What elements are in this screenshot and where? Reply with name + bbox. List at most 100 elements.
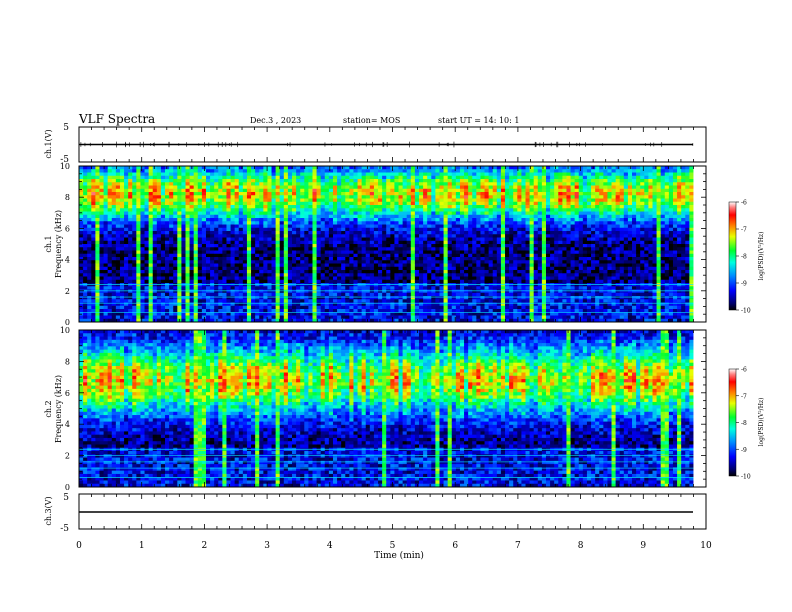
spectrogram-cell: [423, 276, 428, 281]
spectrogram-cell: [337, 257, 342, 261]
spectrogram-cell: [275, 279, 281, 284]
spectrogram-cell: [451, 296, 457, 300]
spectrogram-cell: [402, 240, 408, 245]
spectrogram-cell: [193, 211, 199, 216]
spectrogram-cell: [345, 205, 350, 209]
spectrogram-cell: [165, 218, 170, 222]
spectrogram-cell: [423, 231, 428, 235]
spectrogram-cell: [435, 195, 440, 199]
spectrogram-cell: [218, 318, 223, 323]
spectrogram-cell: [185, 175, 191, 180]
spectrogram-cell: [427, 175, 432, 180]
spectrogram-cell: [189, 263, 195, 268]
spectrogram-cell: [353, 234, 358, 238]
spectrogram-cell: [365, 195, 371, 199]
spectrogram-cell: [140, 253, 145, 258]
spectrogram-cell: [181, 312, 186, 316]
spectrogram-cell: [365, 257, 371, 261]
spectrogram-cell: [132, 244, 137, 248]
spectrogram-cell: [111, 185, 117, 190]
spectrogram-cell: [369, 257, 375, 261]
spectrogram-cell: [111, 182, 117, 186]
spectrogram-cell: [468, 247, 473, 251]
spectrogram-cell: [447, 260, 453, 264]
spectrogram-cell: [283, 302, 289, 307]
spectrogram-cell: [238, 175, 244, 180]
spectrogram-cell: [378, 276, 383, 281]
spectrogram-cell: [488, 195, 494, 199]
spectrogram-cell: [87, 231, 92, 235]
spectrogram-cell: [275, 201, 281, 206]
spectrogram-cell: [205, 276, 211, 281]
spectrogram-cell: [263, 231, 268, 235]
spectrogram-cell: [304, 221, 309, 225]
spectrogram-cell: [173, 312, 178, 316]
spectrogram-cell: [128, 266, 133, 271]
spectrogram-cell: [283, 253, 289, 258]
spectrogram-cell: [292, 263, 297, 268]
spectrogram-cell: [173, 253, 178, 258]
spectrogram-cell: [480, 244, 485, 248]
spectrogram-cell: [152, 263, 158, 268]
spectrogram-cell: [79, 208, 84, 212]
spectrogram-cell: [300, 318, 305, 323]
spectrogram-cell: [251, 247, 256, 251]
spectrogram-cell: [99, 276, 104, 281]
spectrogram-cell: [160, 273, 166, 277]
spectrogram-cell: [390, 273, 395, 277]
spectrogram-cell: [275, 315, 281, 320]
spectrogram-cell: [304, 208, 309, 212]
spectrogram-cell: [124, 240, 129, 245]
spectrogram-cell: [378, 273, 383, 277]
spectrogram-cell: [210, 279, 215, 284]
spectrogram-cell: [337, 253, 342, 258]
spectrogram-cell: [312, 175, 317, 180]
spectrogram-cell: [410, 231, 416, 235]
spectrogram-cell: [406, 270, 412, 274]
spectrogram-cell: [197, 270, 203, 274]
spectrogram-cell: [185, 201, 191, 206]
spectrogram-cell: [242, 218, 248, 222]
spectrogram-cell: [165, 224, 170, 229]
spectrogram-cell: [296, 198, 301, 203]
spectrogram-cell: [394, 231, 399, 235]
spectrogram-cell: [242, 253, 248, 258]
spectrogram-cell: [238, 318, 244, 323]
spectrogram-cell: [398, 276, 404, 281]
spectrogram-cell: [185, 292, 191, 297]
spectrogram-cell: [99, 260, 104, 264]
spectrogram-cell: [345, 302, 350, 307]
spectrogram-cell: [419, 312, 424, 316]
spectrogram-cell: [222, 198, 227, 203]
spectrogram-cell: [136, 195, 141, 199]
spectrogram-cell: [91, 169, 96, 173]
spectrogram-cell: [271, 315, 277, 320]
spectrogram-cell: [357, 205, 363, 209]
spectrogram-cell: [144, 182, 150, 186]
spectrogram-cell: [455, 270, 461, 274]
spectrogram-cell: [259, 205, 264, 209]
spectrogram-cell: [148, 302, 154, 307]
spectrogram-cell: [431, 299, 436, 303]
spectrogram-cell: [181, 305, 186, 310]
spectrogram-cell: [447, 276, 453, 281]
spectrogram-cell: [443, 286, 449, 290]
spectrogram-cell: [234, 188, 240, 193]
spectrogram-cell: [87, 302, 92, 307]
spectrogram-cell: [128, 302, 133, 307]
spectrogram-cell: [173, 231, 178, 235]
ch1-spectrogram-image: [79, 166, 706, 323]
spectrogram-cell: [165, 299, 170, 303]
spectrogram-cell: [173, 257, 178, 261]
spectrogram-cell: [177, 312, 182, 316]
spectrogram-cell: [148, 201, 154, 206]
spectrogram-cell: [246, 318, 252, 323]
spectrogram-cell: [214, 292, 219, 297]
spectrogram-cell: [328, 253, 334, 258]
spectrogram-cell: [189, 257, 195, 261]
spectrogram-cell: [484, 231, 490, 235]
spectrogram-cell: [210, 166, 215, 170]
spectrogram-cell: [132, 305, 137, 310]
spectrogram-cell: [423, 182, 428, 186]
spectrogram-cell: [324, 318, 330, 323]
